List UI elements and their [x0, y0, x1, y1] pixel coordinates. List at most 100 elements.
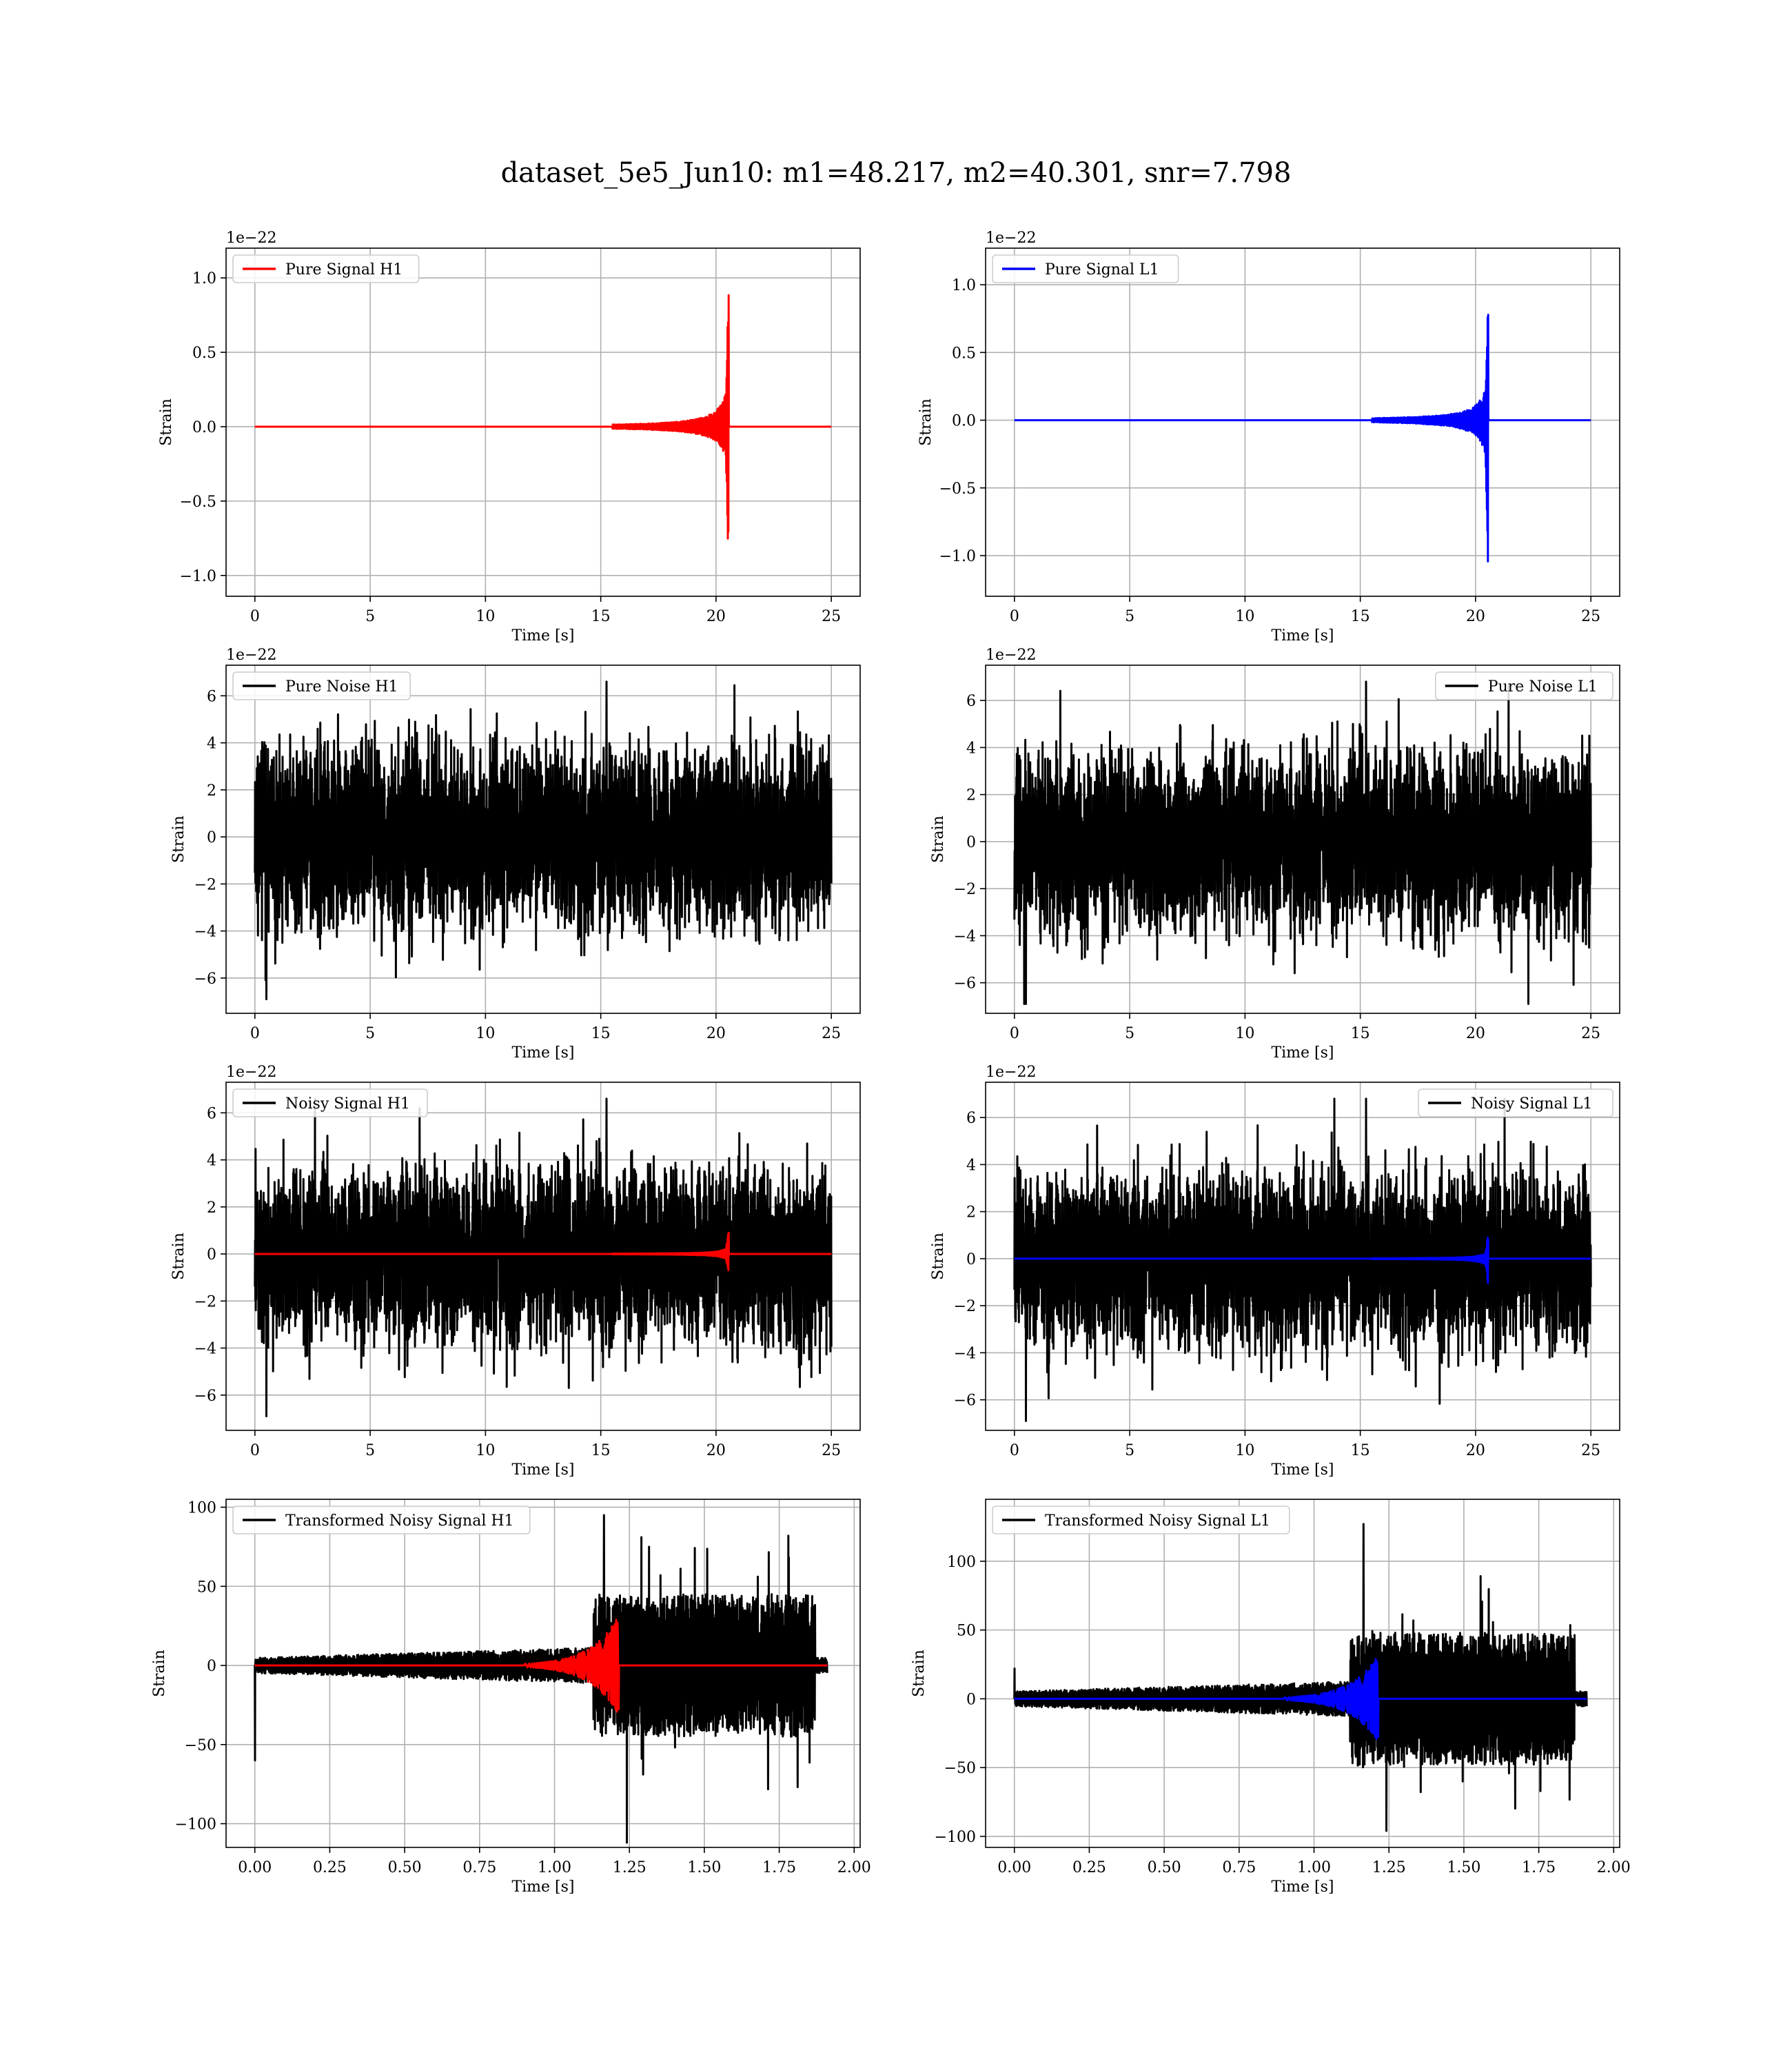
offset-text: 1e−22 — [226, 1064, 276, 1081]
pure-noise-h1-line — [254, 680, 833, 1000]
transformed-noisy-signal-h1-overlay-line — [254, 1619, 828, 1713]
noisy-signal-l1-panel: 0 5 10 15 20 25 −6 −4 −2 0 2 4 6 1e−22 Time [s] Strain N… — [930, 1064, 1620, 1479]
axes-frame — [225, 665, 861, 1014]
figure-title: dataset_5e5_Jun10: m1=48.217, m2=40.301,… — [500, 157, 1292, 189]
legend: Pure Signal H1 — [232, 254, 420, 283]
y-tick-label: −2 — [194, 876, 216, 893]
y-tick-label: 0.5 — [192, 345, 216, 362]
y-tick-label: 2 — [207, 782, 216, 800]
offset-text: 1e−22 — [226, 230, 276, 247]
x-tick-label: 1.75 — [762, 1859, 796, 1876]
y-tick-label: −6 — [954, 975, 976, 993]
y-tick-label: −1.0 — [180, 568, 216, 585]
y-tick-label: −4 — [194, 1341, 216, 1358]
legend-label: Pure Signal L1 — [1045, 261, 1159, 278]
y-tick-label: 50 — [197, 1579, 216, 1596]
x-axis-label: Time [s] — [511, 627, 574, 645]
x-tick-label: 1.50 — [687, 1859, 721, 1876]
x-tick-label: 0.75 — [462, 1859, 496, 1876]
axes-frame — [985, 1499, 1620, 1848]
y-tick-label: −2 — [954, 1298, 976, 1315]
y-tick-label: −4 — [954, 1345, 976, 1362]
y-tick-label: 6 — [207, 688, 216, 705]
x-tick-label: 0 — [250, 1025, 260, 1042]
y-axis-label: Strain — [151, 1650, 168, 1697]
y-tick-label: 0 — [966, 834, 976, 851]
x-tick-label: 5 — [1125, 1025, 1134, 1042]
transformed-noisy-signal-l1-line — [1013, 1523, 1588, 1832]
x-tick-label: 25 — [822, 1025, 841, 1042]
x-tick-label: 20 — [706, 1025, 726, 1042]
y-tick-label: −100 — [935, 1829, 976, 1846]
offset-text: 1e−22 — [986, 1064, 1036, 1081]
y-tick-label: −0.5 — [939, 480, 976, 498]
transformed-noisy-signal-h1-panel: 0.00 0.25 0.50 0.75 1.00 1.25 1.50 1.75 2.00 −100… — [151, 1499, 871, 1896]
x-tick-label: 5 — [1125, 1442, 1134, 1459]
y-tick-label: −6 — [194, 1388, 216, 1405]
x-tick-label: 25 — [822, 1442, 841, 1459]
x-axis-label: Time [s] — [1271, 627, 1334, 645]
x-tick-label: 0.25 — [313, 1859, 347, 1876]
x-tick-label: 10 — [476, 1025, 495, 1042]
noisy-signal-l1-line — [1013, 1097, 1592, 1422]
y-tick-label: 0 — [207, 1246, 216, 1264]
y-tick-label: −1.0 — [939, 548, 976, 565]
x-tick-label: 2.00 — [1597, 1859, 1631, 1876]
x-tick-label: 25 — [1581, 1025, 1600, 1042]
x-tick-label: 0 — [250, 608, 260, 625]
pure-noise-l1-line — [1013, 680, 1592, 1005]
y-tick-label: 100 — [187, 1499, 216, 1517]
legend: Pure Noise L1 — [1435, 671, 1613, 700]
pure-signal-l1-panel: 0 5 10 15 20 25 −1.0 −0.5 0.0 0.5 1.0 1e−22 Time [s]… — [917, 230, 1620, 645]
x-tick-label: 10 — [476, 608, 495, 625]
x-tick-label: 1.25 — [613, 1859, 646, 1876]
y-tick-label: 4 — [207, 736, 216, 753]
x-tick-label: 10 — [476, 1442, 495, 1459]
offset-text: 1e−22 — [226, 647, 276, 664]
x-axis-label: Time [s] — [1271, 1044, 1334, 1062]
x-tick-label: 0.50 — [1148, 1859, 1181, 1876]
y-tick-label: 0 — [207, 1658, 216, 1675]
x-tick-label: 25 — [1581, 608, 1600, 625]
legend: Transformed Noisy Signal L1 — [992, 1506, 1290, 1534]
y-tick-label: 2 — [966, 787, 976, 804]
y-tick-label: 0.5 — [952, 345, 976, 362]
x-axis-label: Time [s] — [1271, 1878, 1334, 1896]
legend-label: Pure Noise L1 — [1488, 678, 1598, 696]
offset-text: 1e−22 — [986, 647, 1036, 664]
x-tick-label: 10 — [1235, 1025, 1254, 1042]
y-tick-label: 6 — [207, 1105, 216, 1122]
pure-noise-l1-panel: 0 5 10 15 20 25 −6 −4 −2 0 2 4 6 1e−22 Time [s] Strain P… — [930, 647, 1620, 1062]
legend-label: Pure Signal H1 — [285, 261, 403, 278]
legend-label: Pure Noise H1 — [285, 678, 398, 696]
x-tick-label: 20 — [1466, 608, 1485, 625]
legend-label: Noisy Signal H1 — [285, 1095, 410, 1113]
transformed-noisy-signal-h1-line — [254, 1514, 828, 1844]
y-tick-label: 0.0 — [192, 419, 216, 436]
legend: Noisy Signal H1 — [232, 1088, 428, 1117]
x-tick-label: 0.75 — [1222, 1859, 1256, 1876]
y-tick-label: −2 — [194, 1293, 216, 1310]
y-tick-label: 0.0 — [952, 413, 976, 430]
legend: Pure Signal L1 — [992, 254, 1179, 283]
x-tick-label: 5 — [365, 1442, 375, 1459]
x-tick-label: 1.75 — [1522, 1859, 1556, 1876]
x-tick-label: 0.00 — [997, 1859, 1031, 1876]
x-tick-label: 0 — [1010, 1025, 1019, 1042]
x-tick-label: 20 — [706, 608, 726, 625]
y-axis-label: Strain — [170, 815, 187, 863]
y-tick-label: 4 — [966, 740, 976, 757]
pure-signal-h1-panel: 0 5 10 15 20 25 −1.0 −0.5 0.0 0.5 1.0 1e−22 Time [s]… — [158, 230, 861, 645]
x-axis-label: Time [s] — [511, 1878, 574, 1896]
legend: Transformed Noisy Signal H1 — [232, 1506, 531, 1534]
x-tick-label: 25 — [822, 608, 841, 625]
noisy-signal-l1-overlay-line — [1013, 1236, 1592, 1284]
x-tick-label: 15 — [591, 1025, 611, 1042]
y-tick-label: 6 — [966, 1110, 976, 1127]
x-tick-label: 5 — [365, 1025, 375, 1042]
y-tick-label: −6 — [954, 1392, 976, 1410]
y-axis-label: Strain — [910, 1650, 928, 1697]
y-tick-label: −50 — [944, 1760, 976, 1777]
pure-noise-h1-panel: 0 5 10 15 20 25 −6 −4 −2 0 2 4 6 1e−22 Time [s] Strain P… — [170, 647, 861, 1062]
